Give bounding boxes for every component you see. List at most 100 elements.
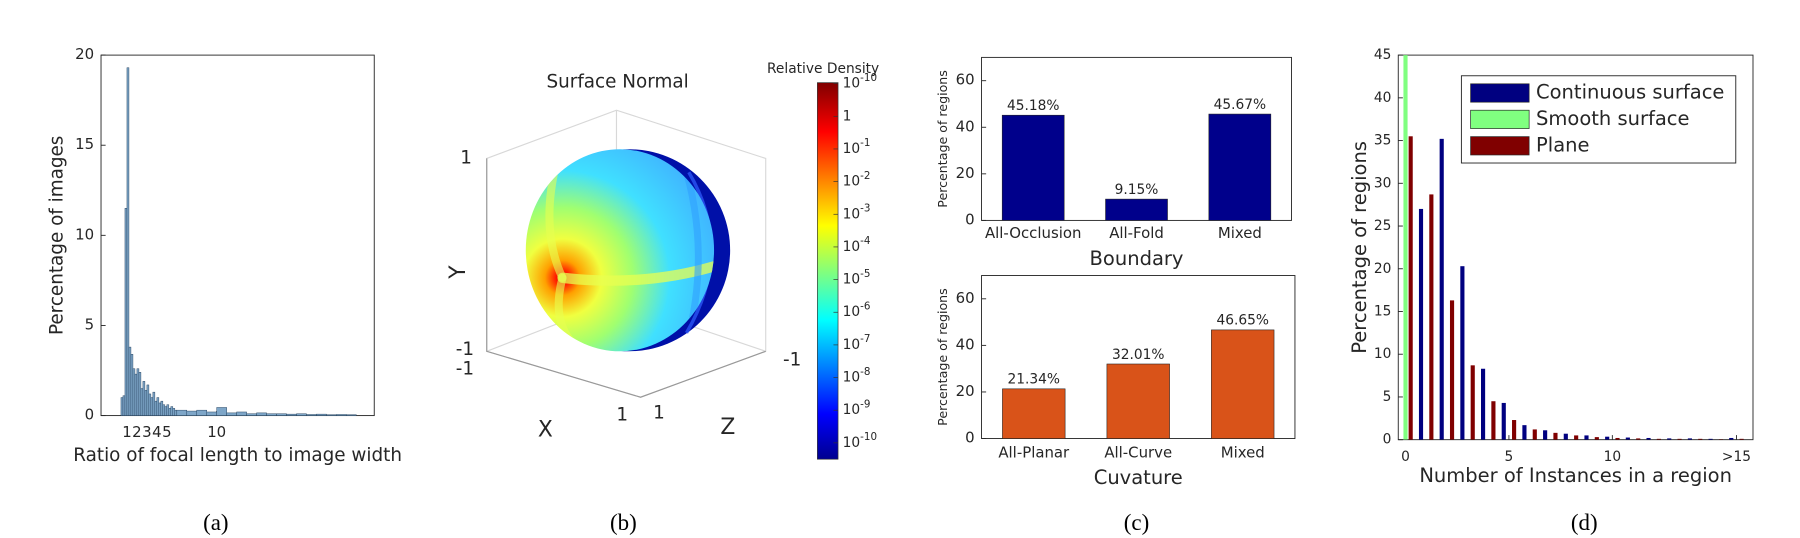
- axis-label: X: [538, 418, 553, 443]
- bar: [1553, 432, 1558, 440]
- hist-bar: [168, 408, 172, 416]
- y-tick-label: 0: [1383, 432, 1392, 448]
- hist-bar: [276, 413, 287, 416]
- y-tick-label: 10: [1374, 346, 1392, 362]
- x-tick-label: All-Curve: [1104, 443, 1172, 461]
- x-tick-label: 4: [152, 423, 161, 441]
- value-label: 45.67%: [1214, 97, 1267, 113]
- hist-bar: [142, 381, 146, 416]
- tick-base: 10: [843, 174, 861, 190]
- colorbar: [817, 82, 839, 460]
- bar: [1615, 437, 1620, 440]
- bar: [1667, 438, 1672, 440]
- y-tick-label: 35: [1374, 133, 1392, 149]
- tick-base: 10: [843, 239, 861, 255]
- hist-bar: [120, 397, 124, 416]
- y-tick-label: 0: [85, 406, 94, 424]
- legend-swatch: [1470, 109, 1530, 129]
- tick-exponent: -5: [860, 268, 870, 280]
- y-tick-label: 25: [1374, 218, 1392, 234]
- y-tick-label: 60: [956, 71, 975, 89]
- hist-bar: [246, 413, 257, 416]
- bar: [1481, 368, 1486, 440]
- y-tick-label: 5: [1383, 389, 1392, 405]
- bar: [1512, 420, 1517, 440]
- hist-bar: [158, 402, 162, 416]
- hist-bar: [174, 409, 178, 416]
- hist-bar: [286, 413, 297, 416]
- bar: [1439, 138, 1444, 440]
- axis-label: Y: [446, 265, 471, 280]
- tick-exponent: -3: [860, 203, 870, 215]
- tick-exponent: -10: [860, 431, 877, 443]
- x-tick-label: All-Planar: [998, 443, 1070, 461]
- y-tick-label: 20: [75, 45, 94, 63]
- bar: [1501, 402, 1506, 440]
- tick-exponent: -9: [860, 398, 870, 410]
- bar: [1470, 365, 1475, 440]
- tick-base: 10: [843, 435, 861, 451]
- x-tick-label: 10: [207, 423, 226, 441]
- tick-base: 1: [843, 108, 852, 124]
- bar: [1687, 438, 1692, 440]
- hist-bar: [128, 346, 132, 416]
- tick-base: 10: [843, 337, 861, 353]
- sphere: [525, 149, 731, 352]
- x-tick-label: All-Fold: [1109, 224, 1164, 242]
- y-tick-label: 20: [956, 164, 975, 182]
- bar: [1460, 266, 1465, 440]
- colorbar-label: Relative Density: [767, 61, 879, 77]
- y-tick-label: 15: [1374, 303, 1392, 319]
- tick-exponent: -4: [860, 235, 870, 247]
- y-axis-label: Percentage of regions: [935, 288, 950, 426]
- x-axis-label: Number of Instances in a region: [1419, 464, 1732, 487]
- x-tick-label: All-Occlusion: [985, 224, 1081, 242]
- value-label: 46.65%: [1216, 313, 1269, 329]
- tick-base: 10: [843, 272, 861, 288]
- axis-label: Z: [720, 415, 735, 440]
- bar: [1708, 438, 1713, 440]
- x-tick-label: Mixed: [1221, 443, 1265, 461]
- hist-bar: [164, 406, 168, 416]
- tick-base: 10: [843, 370, 861, 386]
- axis-label: -1: [456, 359, 474, 380]
- hist-bar: [130, 354, 134, 416]
- value-label: 9.15%: [1115, 182, 1159, 198]
- tick-exponent: -2: [860, 170, 870, 182]
- bar: [1106, 363, 1170, 439]
- y-tick-label: 20: [1374, 261, 1392, 277]
- axis-label: 1: [616, 405, 628, 426]
- hist-bar: [152, 391, 156, 416]
- x-tick-label: >15: [1722, 449, 1751, 465]
- colorbar-tick-label: 10-3: [843, 203, 871, 223]
- hist-bar: [162, 404, 166, 416]
- tick-base: 10: [843, 141, 861, 157]
- hist-bar: [144, 390, 148, 416]
- hist-bar: [154, 400, 158, 416]
- hist-bar: [172, 408, 176, 416]
- hist-bar: [296, 413, 307, 416]
- hist-bar: [236, 411, 247, 416]
- hist-bar: [266, 413, 277, 416]
- hist-bar: [216, 407, 227, 416]
- y-tick-label: 0: [965, 210, 974, 228]
- bar: [1449, 300, 1455, 440]
- hist-bar: [336, 414, 347, 416]
- hist-bar: [346, 414, 357, 416]
- colorbar-tick-label: 10-7: [843, 333, 871, 353]
- bar: [1532, 429, 1537, 440]
- hist-bar: [186, 410, 197, 416]
- hist-bar: [150, 397, 154, 416]
- tick-exponent: -10: [860, 72, 877, 84]
- hist-bar: [306, 414, 317, 416]
- caption: (a): [203, 510, 228, 535]
- hist-bar: [156, 397, 160, 416]
- hist-bar: [176, 409, 188, 416]
- hist-bar: [132, 368, 136, 416]
- bar: [1636, 438, 1641, 440]
- y-tick-label: 15: [75, 135, 94, 153]
- hist-bar: [134, 373, 138, 416]
- bar: [1408, 136, 1413, 440]
- tick-exponent: -6: [860, 301, 870, 313]
- x-tick-label: 5: [1505, 449, 1514, 465]
